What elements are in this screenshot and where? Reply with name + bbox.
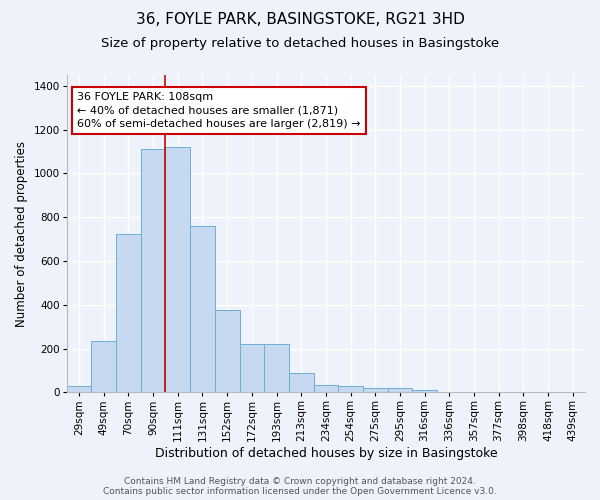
Bar <box>289 372 314 392</box>
Bar <box>388 388 412 392</box>
Bar <box>239 344 264 393</box>
Bar <box>338 386 363 392</box>
Bar <box>141 150 166 392</box>
X-axis label: Distribution of detached houses by size in Basingstoke: Distribution of detached houses by size … <box>155 447 497 460</box>
Bar <box>67 386 91 392</box>
Text: Contains public sector information licensed under the Open Government Licence v3: Contains public sector information licen… <box>103 487 497 496</box>
Bar <box>314 386 338 392</box>
Bar <box>264 344 289 393</box>
Bar <box>166 147 190 392</box>
Bar <box>412 390 437 392</box>
Text: Contains HM Land Registry data © Crown copyright and database right 2024.: Contains HM Land Registry data © Crown c… <box>124 477 476 486</box>
Text: 36 FOYLE PARK: 108sqm
← 40% of detached houses are smaller (1,871)
60% of semi-d: 36 FOYLE PARK: 108sqm ← 40% of detached … <box>77 92 361 129</box>
Bar <box>91 341 116 392</box>
Text: 36, FOYLE PARK, BASINGSTOKE, RG21 3HD: 36, FOYLE PARK, BASINGSTOKE, RG21 3HD <box>136 12 464 28</box>
Bar <box>190 226 215 392</box>
Bar <box>363 388 388 392</box>
Bar <box>215 310 239 392</box>
Text: Size of property relative to detached houses in Basingstoke: Size of property relative to detached ho… <box>101 38 499 51</box>
Y-axis label: Number of detached properties: Number of detached properties <box>15 140 28 326</box>
Bar <box>116 234 141 392</box>
